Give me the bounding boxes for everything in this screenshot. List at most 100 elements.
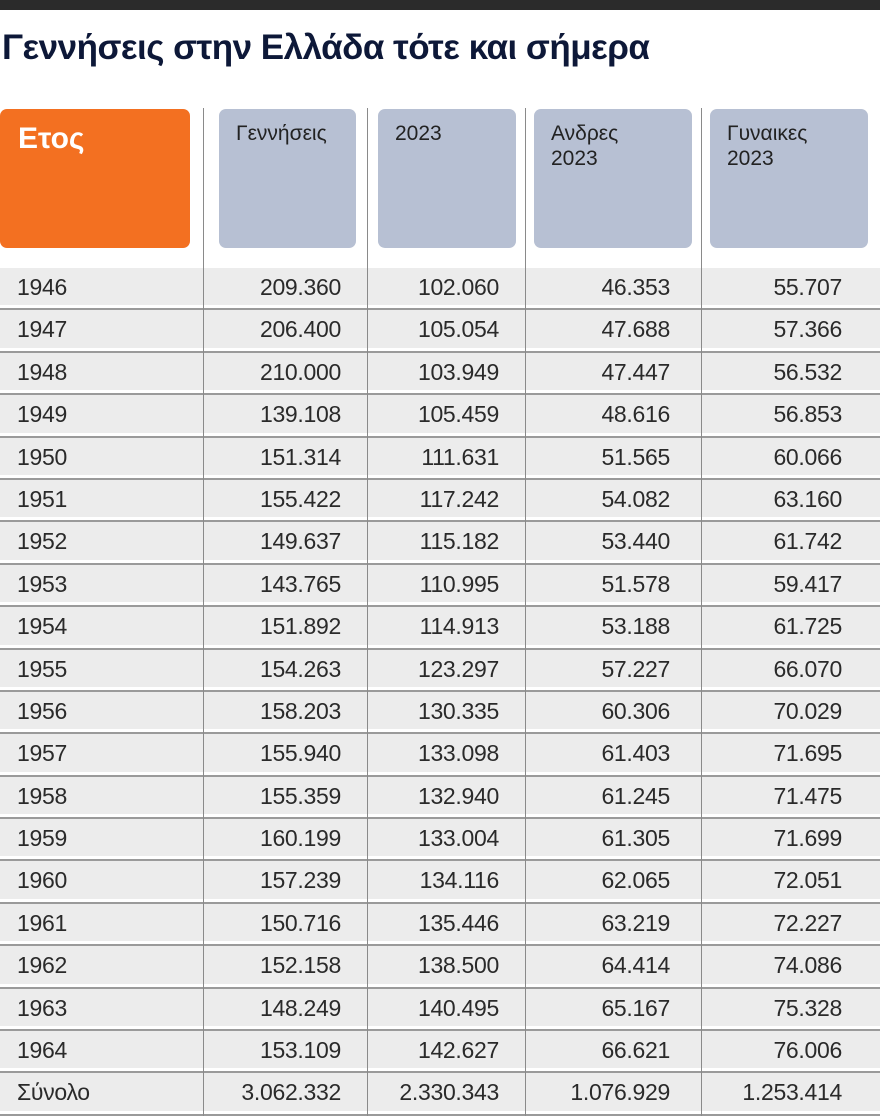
cell-women-2023: 63.160 [773, 485, 842, 512]
header-women-2023-label: Γυναικες 2023 [727, 122, 808, 170]
cell-year: 1955 [17, 655, 67, 682]
cell-year: 1946 [17, 274, 67, 300]
cell-men-2023: 64.414 [601, 952, 670, 979]
cell-women-2023: 71.475 [773, 782, 842, 809]
cell-births: 151.892 [259, 613, 341, 640]
table-row: 1949 139.108 105.459 48.616 56.853 [0, 395, 880, 438]
header-year: Ετος [0, 109, 190, 248]
header-women-2023: Γυναικες 2023 [710, 109, 868, 248]
cell-year: 1962 [17, 952, 67, 979]
cell-2023: 111.631 [421, 443, 499, 470]
cell-year: 1953 [17, 570, 67, 597]
table-row: 1956 158.203 130.335 60.306 70.029 [0, 691, 880, 735]
cell-men-2023: 53.440 [601, 528, 670, 555]
cell-men-2023: 61.305 [601, 825, 670, 852]
cell-births: 151.314 [259, 443, 341, 470]
table-row: 1953 143.765 110.995 51.578 59.417 [0, 564, 880, 608]
cell-men-2023: 63.219 [601, 909, 670, 936]
cell-births: 160.199 [259, 825, 341, 852]
cell-women-2023: 72.051 [773, 867, 842, 894]
cell-year: 1948 [17, 358, 67, 385]
cell-births: 155.359 [259, 782, 341, 809]
table-row: 1963 148.249 140.495 65.167 75.328 [0, 988, 880, 1032]
cell-women-2023: 56.853 [773, 401, 842, 428]
cell-2023: 2.330.343 [399, 1079, 499, 1106]
table-row: 1961 150.716 135.446 63.219 72.227 [0, 903, 880, 947]
cell-2023: 105.054 [417, 316, 499, 343]
cell-year: 1950 [17, 443, 67, 470]
cell-year: 1951 [17, 485, 67, 512]
top-bar [0, 0, 880, 10]
cell-2023: 110.995 [419, 570, 500, 597]
table-row: 1947 206.400 105.054 47.688 57.366 [0, 310, 880, 353]
cell-2023: 123.297 [417, 655, 499, 682]
cell-year: 1964 [17, 1037, 67, 1064]
cell-births: 210.000 [259, 358, 341, 385]
cell-2023: 133.004 [417, 825, 499, 852]
page-title: Γεννήσεις στην Ελλάδα τότε και σήμερα [2, 28, 650, 67]
column-divider [525, 108, 526, 1116]
table-row: 1954 151.892 114.913 53.188 61.725 [0, 607, 880, 650]
table-row: 1964 153.109 142.627 66.621 76.006 [0, 1031, 880, 1074]
cell-year: 1952 [17, 528, 67, 555]
table-row: 1955 154.263 123.297 57.227 66.070 [0, 649, 880, 692]
cell-men-2023: 62.065 [601, 867, 670, 894]
cell-women-2023: 74.086 [773, 952, 842, 979]
cell-men-2023: 51.565 [601, 443, 670, 470]
cell-men-2023: 48.616 [601, 401, 670, 428]
cell-births: 209.360 [259, 274, 341, 300]
cell-2023: 114.913 [419, 613, 500, 640]
cell-2023: 130.335 [417, 697, 499, 724]
cell-year: 1956 [17, 697, 67, 724]
cell-births: 149.637 [259, 528, 341, 555]
cell-births: 155.422 [259, 485, 341, 512]
cell-births: 143.765 [259, 570, 341, 597]
cell-2023: 138.500 [417, 952, 499, 979]
table-row: 1951 155.422 117.242 54.082 63.160 [0, 479, 880, 523]
header-men-2023: Ανδρες 2023 [534, 109, 692, 248]
header-births: Γεννήσεις [219, 109, 356, 248]
cell-men-2023: 1.076.929 [570, 1079, 670, 1106]
cell-women-2023: 1.253.414 [742, 1079, 842, 1106]
cell-births: 154.263 [259, 655, 341, 682]
cell-2023: 142.627 [417, 1037, 499, 1064]
cell-year: 1960 [17, 867, 67, 894]
cell-year: 1959 [17, 825, 67, 852]
cell-year: 1957 [17, 740, 67, 767]
table-row: 1958 155.359 132.940 61.245 71.475 [0, 776, 880, 820]
column-divider [701, 108, 702, 1116]
cell-births: 153.109 [259, 1037, 341, 1064]
cell-men-2023: 61.245 [601, 782, 670, 809]
cell-year: Σύνολο [17, 1079, 90, 1106]
cell-births: 152.158 [259, 952, 341, 979]
cell-women-2023: 61.742 [773, 528, 842, 555]
cell-year: 1961 [17, 909, 67, 936]
cell-2023: 133.098 [417, 740, 499, 767]
cell-year: 1947 [17, 316, 67, 343]
cell-births: 139.108 [259, 401, 341, 428]
cell-women-2023: 57.366 [773, 316, 842, 343]
cell-men-2023: 47.688 [601, 316, 670, 343]
cell-2023: 134.116 [419, 867, 500, 894]
cell-births: 158.203 [259, 697, 341, 724]
cell-women-2023: 56.532 [773, 358, 842, 385]
cell-women-2023: 75.328 [773, 994, 842, 1021]
cell-births: 157.239 [259, 867, 341, 894]
header-2023: 2023 [378, 109, 516, 248]
total-row: Σύνολο 3.062.332 2.330.343 1.076.929 1.253.4… [0, 1073, 880, 1116]
cell-women-2023: 70.029 [773, 697, 842, 724]
cell-women-2023: 61.725 [773, 613, 842, 640]
cell-men-2023: 54.082 [601, 485, 670, 512]
cell-2023: 115.182 [419, 528, 500, 555]
header-men-2023-label: Ανδρες 2023 [551, 122, 619, 170]
column-divider [203, 108, 204, 1116]
cell-2023: 117.242 [419, 485, 500, 512]
cell-men-2023: 60.306 [601, 697, 670, 724]
cell-2023: 102.060 [417, 274, 499, 300]
table-row: 1946 209.360 102.060 46.353 55.707 [0, 268, 880, 311]
table-row: 1962 152.158 138.500 64.414 74.086 [0, 946, 880, 989]
cell-births: 3.062.332 [241, 1079, 341, 1106]
cell-year: 1958 [17, 782, 67, 809]
cell-births: 148.249 [259, 994, 341, 1021]
cell-2023: 135.446 [417, 909, 499, 936]
